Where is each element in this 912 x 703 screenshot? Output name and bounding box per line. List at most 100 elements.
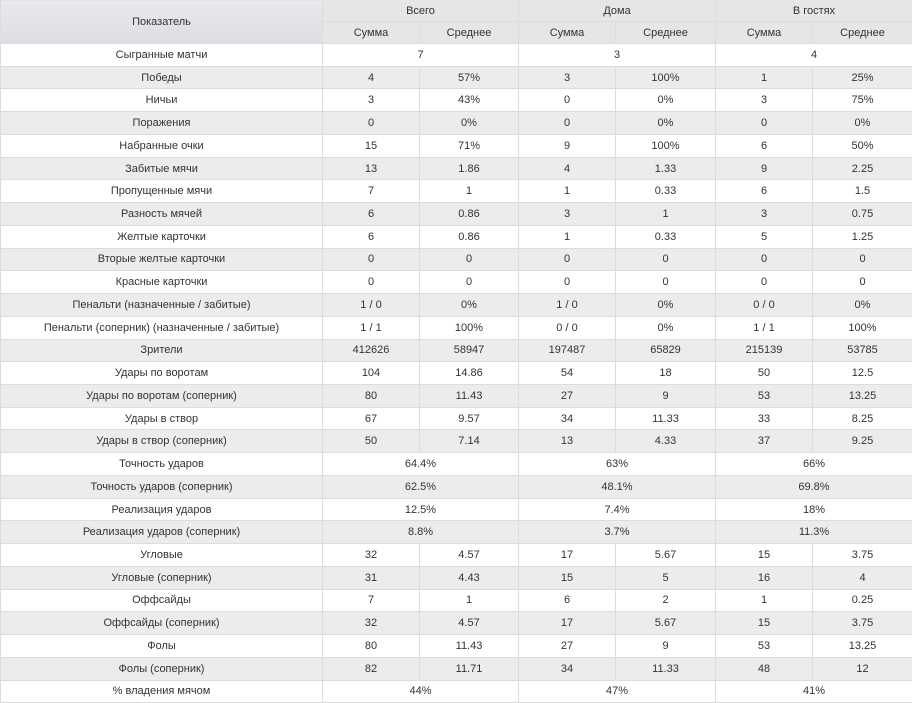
sum-cell: 15 bbox=[518, 565, 616, 590]
sum-cell: 50 bbox=[322, 429, 420, 454]
table-row: % владения мячом 44% 47% 41% bbox=[0, 679, 912, 703]
sum-cell: 3 bbox=[715, 202, 813, 226]
merged-cell: 12.5% bbox=[322, 497, 519, 522]
avg-cell: 100% bbox=[615, 65, 716, 90]
merged-cell: 66% bbox=[715, 452, 912, 476]
sum-cell: 7 bbox=[322, 588, 420, 613]
avg-cell: 53785 bbox=[812, 338, 912, 363]
sum-cell: 48 bbox=[715, 656, 813, 681]
table-row: Фолы (соперник) 82 11.71 34 11.33 48 12 bbox=[0, 656, 912, 681]
table-row: Пенальти (соперник) (назначенные / забит… bbox=[0, 315, 912, 340]
sum-cell: 0 / 0 bbox=[715, 293, 813, 317]
sum-cell: 32 bbox=[322, 543, 420, 567]
avg-cell: 9 bbox=[615, 384, 716, 408]
sum-cell: 3 bbox=[322, 88, 420, 113]
avg-cell: 9.57 bbox=[419, 406, 519, 431]
merged-cell: 3 bbox=[518, 43, 716, 67]
avg-cell: 0.86 bbox=[419, 224, 519, 249]
avg-cell: 1 bbox=[615, 202, 716, 226]
avg-cell: 0% bbox=[419, 111, 519, 135]
table-row: Точность ударов (соперник) 62.5% 48.1% 69.8… bbox=[0, 474, 912, 499]
avg-cell: 0 bbox=[615, 247, 716, 272]
header-sub-avg: Среднее bbox=[615, 21, 716, 44]
avg-cell: 0% bbox=[615, 293, 716, 317]
merged-cell: 7 bbox=[322, 43, 519, 67]
table-row: Пенальти (назначенные / забитые) 1 / 0 0% 1… bbox=[0, 293, 912, 317]
table-row: Оффсайды (соперник) 32 4.57 17 5.67 15 3.75 bbox=[0, 611, 912, 636]
avg-cell: 50% bbox=[812, 133, 912, 158]
table-row: Забитые мячи 13 1.86 4 1.33 9 2.25 bbox=[0, 156, 912, 181]
row-label: Оффсайды bbox=[0, 588, 323, 613]
avg-cell: 57% bbox=[419, 65, 519, 90]
avg-cell: 5 bbox=[615, 565, 716, 590]
sum-cell: 16 bbox=[715, 565, 813, 590]
merged-cell: 47% bbox=[518, 679, 716, 703]
avg-cell: 11.71 bbox=[419, 656, 519, 681]
avg-cell: 100% bbox=[812, 315, 912, 340]
sum-cell: 13 bbox=[322, 156, 420, 181]
table-row: Точность ударов 64.4% 63% 66% bbox=[0, 452, 912, 476]
row-label: Красные карточки bbox=[0, 270, 323, 295]
merged-cell: 63% bbox=[518, 452, 716, 476]
header-sub-avg: Среднее bbox=[812, 21, 912, 44]
avg-cell: 1 bbox=[419, 179, 519, 204]
table-header: Показатель Всего Дома В гостях Сумма Сре… bbox=[0, 0, 912, 44]
row-label: Зрители bbox=[0, 338, 323, 363]
sum-cell: 0 bbox=[518, 270, 616, 295]
avg-cell: 58947 bbox=[419, 338, 519, 363]
merged-cell: 7.4% bbox=[518, 497, 716, 522]
row-label: Победы bbox=[0, 65, 323, 90]
sum-cell: 15 bbox=[715, 543, 813, 567]
sum-cell: 80 bbox=[322, 634, 420, 658]
table-row: Победы 4 57% 3 100% 1 25% bbox=[0, 65, 912, 90]
sum-cell: 1 bbox=[518, 179, 616, 204]
row-label: Пенальти (назначенные / забитые) bbox=[0, 293, 323, 317]
avg-cell: 1.86 bbox=[419, 156, 519, 181]
sum-cell: 197487 bbox=[518, 338, 616, 363]
row-label: Ничьи bbox=[0, 88, 323, 113]
sum-cell: 0 bbox=[715, 247, 813, 272]
avg-cell: 43% bbox=[419, 88, 519, 113]
row-label: Удары в створ (соперник) bbox=[0, 429, 323, 454]
avg-cell: 11.43 bbox=[419, 634, 519, 658]
avg-cell: 3.75 bbox=[812, 611, 912, 636]
sum-cell: 215139 bbox=[715, 338, 813, 363]
avg-cell: 0% bbox=[812, 293, 912, 317]
avg-cell: 12.5 bbox=[812, 361, 912, 386]
avg-cell: 9.25 bbox=[812, 429, 912, 454]
sum-cell: 6 bbox=[518, 588, 616, 613]
sum-cell: 17 bbox=[518, 611, 616, 636]
sum-cell: 9 bbox=[518, 133, 616, 158]
row-label: Угловые (соперник) bbox=[0, 565, 323, 590]
sum-cell: 33 bbox=[715, 406, 813, 431]
sum-cell: 4 bbox=[518, 156, 616, 181]
sum-cell: 1 bbox=[715, 588, 813, 613]
sum-cell: 82 bbox=[322, 656, 420, 681]
avg-cell: 9 bbox=[615, 634, 716, 658]
sum-cell: 34 bbox=[518, 656, 616, 681]
sum-cell: 15 bbox=[322, 133, 420, 158]
table-row: Поражения 0 0% 0 0% 0 0% bbox=[0, 111, 912, 135]
sum-cell: 3 bbox=[518, 202, 616, 226]
avg-cell: 0.33 bbox=[615, 179, 716, 204]
avg-cell: 12 bbox=[812, 656, 912, 681]
row-label: Удары в створ bbox=[0, 406, 323, 431]
row-label: Пенальти (соперник) (назначенные / забит… bbox=[0, 315, 323, 340]
avg-cell: 11.33 bbox=[615, 656, 716, 681]
avg-cell: 4.33 bbox=[615, 429, 716, 454]
sum-cell: 0 bbox=[715, 270, 813, 295]
header-sub-avg: Среднее bbox=[419, 21, 519, 44]
sum-cell: 37 bbox=[715, 429, 813, 454]
row-label: Точность ударов bbox=[0, 452, 323, 476]
sum-cell: 412626 bbox=[322, 338, 420, 363]
table-row: Фолы 80 11.43 27 9 53 13.25 bbox=[0, 634, 912, 658]
sum-cell: 1 / 0 bbox=[518, 293, 616, 317]
sum-cell: 0 bbox=[322, 270, 420, 295]
avg-cell: 100% bbox=[419, 315, 519, 340]
sum-cell: 1 bbox=[715, 65, 813, 90]
avg-cell: 1.5 bbox=[812, 179, 912, 204]
sum-cell: 67 bbox=[322, 406, 420, 431]
sum-cell: 32 bbox=[322, 611, 420, 636]
header-sub-sum: Сумма bbox=[715, 21, 813, 44]
header-group-home: Дома bbox=[518, 0, 716, 22]
